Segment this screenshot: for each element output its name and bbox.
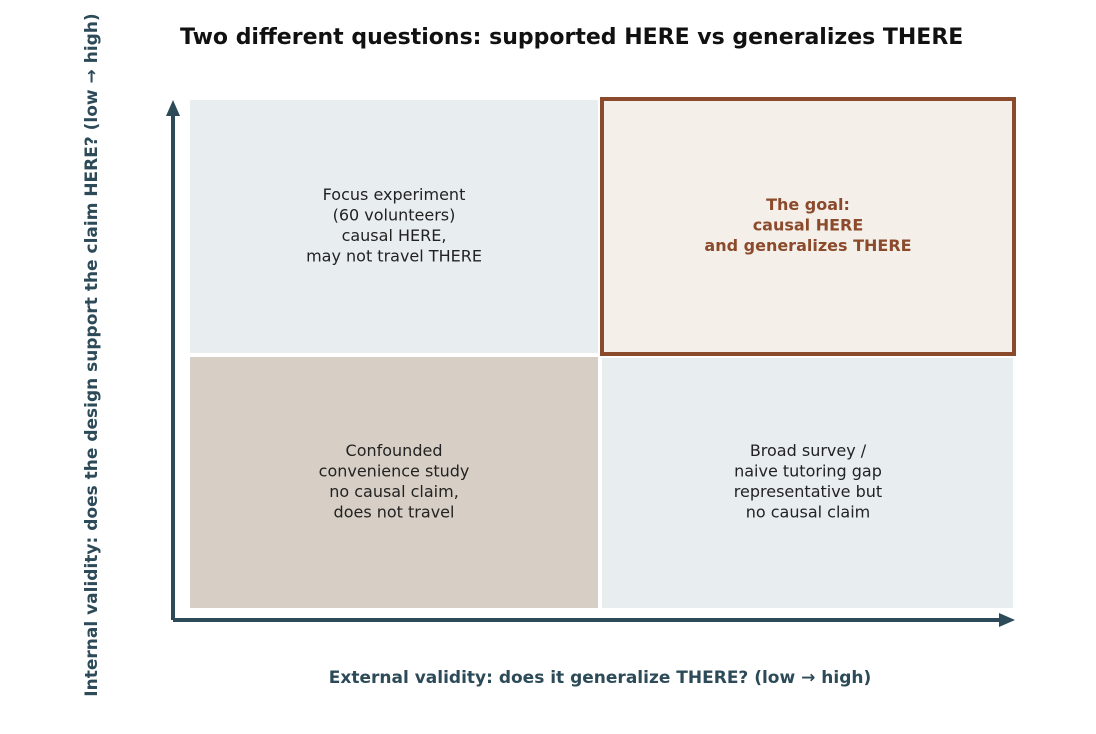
quadrant-bottom-right — [602, 358, 1013, 608]
quadrant-label-line: The goal: — [766, 195, 850, 214]
quadrant-top-right — [600, 97, 1016, 356]
quadrant-label-line: no causal claim — [746, 502, 871, 521]
quadrant-top-left — [190, 100, 598, 353]
quadrant-label-line: no causal claim, — [329, 482, 459, 501]
quadrant-label-line: convenience study — [319, 461, 470, 480]
quadrant-label-line: and generalizes THERE — [704, 236, 911, 255]
y-axis-arrow — [166, 100, 180, 116]
quadrant-label-line: Confounded — [346, 441, 443, 460]
quadrant-label-line: naive tutoring gap — [734, 461, 882, 480]
title: Two different questions: supported HERE … — [180, 25, 963, 50]
quadrant-label-line: causal HERE, — [342, 226, 447, 245]
quadrant-label-line: may not travel THERE — [306, 246, 482, 265]
quadrant-labels: Focus experiment(60 volunteers) causal HE… — [306, 185, 912, 522]
x-axis-arrow — [999, 613, 1015, 627]
quadrant-label-line: (60 volunteers) — [333, 205, 456, 224]
quadrant-label-line: does not travel — [334, 502, 455, 521]
quadrant-bottom-left — [190, 357, 598, 608]
quadrant-label-line: causal HERE — [753, 216, 864, 235]
y-axis-label: Internal validity: does the design suppo… — [82, 13, 102, 696]
quadrant-label-line: Focus experiment — [323, 185, 466, 204]
quadrant-label-line: representative but — [734, 482, 882, 501]
quadrant-label-line: Broad survey / — [750, 441, 867, 460]
x-axis-label: External validity: does it generalize TH… — [329, 668, 872, 688]
